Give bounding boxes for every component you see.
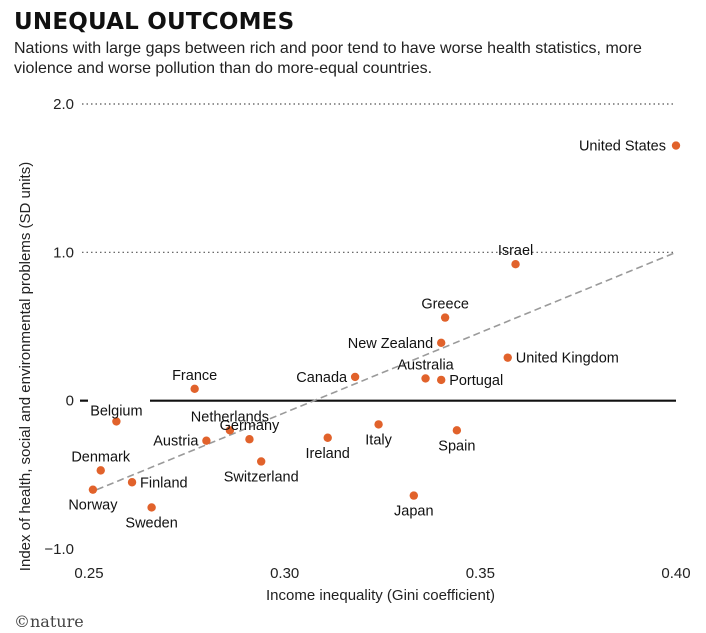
data-point [323,433,332,442]
point-label: Greece [421,297,469,313]
x-tick-label: 0.40 [661,565,690,582]
data-point [256,457,266,466]
x-tick-label: 0.25 [74,565,103,582]
data-point [421,374,430,383]
data-point [511,260,520,269]
point-label: Ireland [306,446,350,462]
data-point [437,375,446,385]
y-tick-label: 2.0 [53,96,74,113]
data-point [374,420,383,429]
data-point [96,466,105,475]
data-point [147,503,156,512]
data-point [225,426,235,435]
point-label: Finland [140,475,188,491]
x-axis-label: Income inequality (Gini coefficient) [266,587,495,604]
point-label: United Kingdom [516,351,619,367]
x-tick-label: 0.30 [270,565,299,582]
point-label: Spain [438,438,475,454]
point-label: Australia [397,357,454,373]
data-point [440,313,450,322]
y-tick-label: −1.0 [44,541,74,558]
point-label: Germany [220,418,280,434]
nature-logo: ©nature [14,612,84,631]
data-point [112,417,121,426]
point-label: Portugal [449,373,503,389]
x-tick-label: 0.35 [466,565,495,582]
data-point [202,436,211,445]
point-label: France [172,368,217,384]
data-point [88,485,98,494]
trend-line [96,251,677,491]
point-label: Belgium [90,403,142,419]
y-axis-label: Index of health, social and environmenta… [17,162,34,571]
data-point [671,141,681,150]
y-tick-label: 1.0 [53,244,74,261]
point-label: Switzerland [224,469,299,485]
chart-title: UNEQUAL OUTCOMES [14,9,295,35]
point-label: Sweden [125,515,177,531]
data-point [350,372,360,382]
data-point [452,426,462,435]
point-label: Netherlands [191,409,269,425]
point-label: Canada [296,370,348,386]
point-label: Italy [365,432,392,448]
point-label: New Zealand [348,336,433,352]
point-label: Norway [68,498,118,514]
chart-subtitle: Nations with large gaps between rich and… [14,40,642,77]
data-point [190,384,199,393]
data-point [127,478,137,487]
data-point [409,491,419,500]
point-label: United States [579,139,666,155]
point-label: Denmark [71,449,131,465]
data-point [437,338,446,348]
data-point [245,435,254,444]
point-label: Austria [153,434,199,450]
data-point [503,353,512,362]
point-label: Israel [498,243,533,259]
point-label: Japan [394,504,434,520]
y-tick-label: 0 [66,393,74,410]
